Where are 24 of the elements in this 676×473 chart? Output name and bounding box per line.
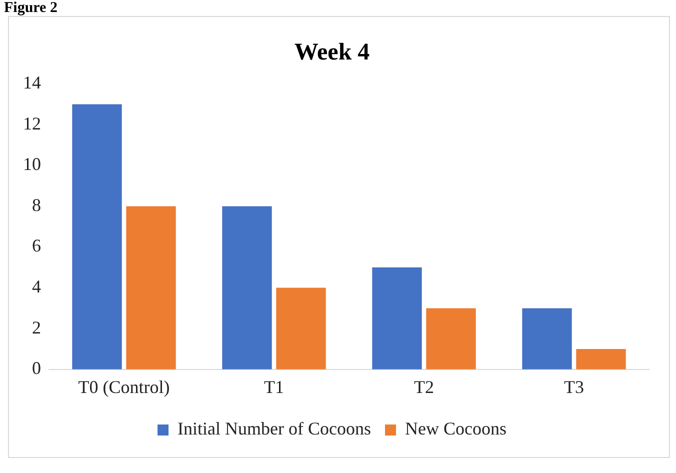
bar bbox=[372, 267, 422, 370]
y-tick-label: 10 bbox=[23, 154, 41, 174]
bar bbox=[576, 349, 626, 370]
x-tick-label: T3 bbox=[564, 376, 584, 397]
x-tick-label: T0 (Control) bbox=[78, 376, 170, 397]
bar bbox=[522, 308, 572, 370]
x-tick-label: T2 bbox=[414, 376, 434, 397]
y-tick-label: 6 bbox=[32, 236, 41, 256]
chart-title: Week 4 bbox=[294, 40, 370, 66]
y-tick-label: 8 bbox=[32, 194, 41, 215]
bar bbox=[426, 308, 476, 370]
y-tick-label: 12 bbox=[23, 113, 41, 134]
legend-label: New Cocoons bbox=[404, 418, 506, 439]
bar bbox=[72, 104, 122, 370]
bar bbox=[276, 288, 326, 370]
y-tick-label: 0 bbox=[32, 358, 41, 378]
bar bbox=[126, 206, 176, 370]
legend-label: Initial Number of Cocoons bbox=[178, 418, 371, 439]
bar bbox=[222, 206, 272, 370]
y-tick-label: 4 bbox=[32, 276, 41, 297]
x-tick-label: T1 bbox=[264, 376, 284, 397]
y-tick-label: 2 bbox=[32, 317, 41, 338]
caption: Figure 2 bbox=[4, 0, 58, 16]
y-tick-label: 14 bbox=[23, 72, 41, 93]
